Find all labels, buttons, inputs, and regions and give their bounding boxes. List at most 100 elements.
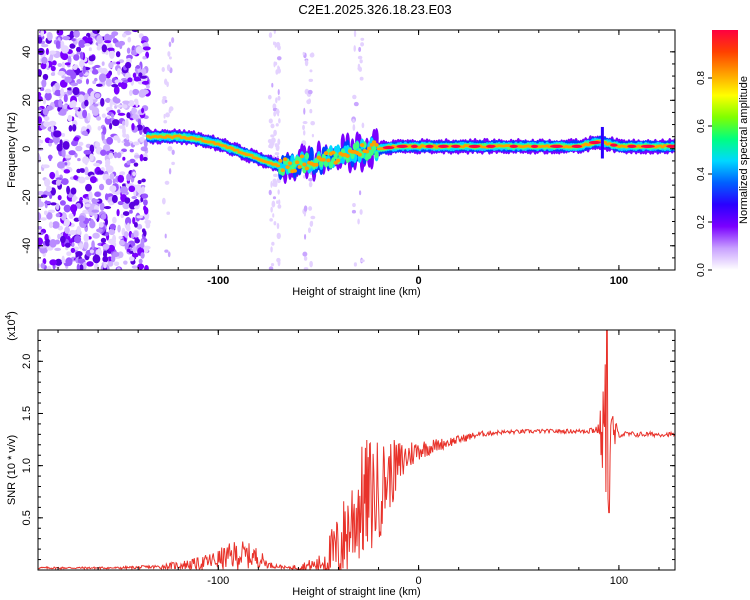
noise-cell <box>97 125 102 131</box>
noise-cell <box>107 244 116 252</box>
noise-cell <box>272 196 277 200</box>
noise-cell <box>43 121 51 128</box>
noise-cell <box>111 83 119 88</box>
noise-cell <box>132 245 137 254</box>
noise-cell <box>86 261 94 267</box>
y-tick-label: 0.5 <box>21 510 33 525</box>
noise-cell <box>102 126 107 135</box>
y-tick-label: 40 <box>21 46 33 58</box>
noise-cell <box>38 237 44 246</box>
noise-cell <box>83 233 89 243</box>
noise-cell <box>167 51 171 57</box>
noise-cell <box>109 172 115 180</box>
noise-cell <box>78 176 86 184</box>
noise-cell <box>122 211 130 217</box>
noise-cell <box>105 158 111 167</box>
noise-cell <box>87 112 91 122</box>
noise-cell <box>73 54 80 61</box>
noise-cell <box>52 221 60 229</box>
noise-cell <box>92 80 97 85</box>
noise-cell <box>118 239 125 246</box>
noise-cell <box>101 44 108 53</box>
noise-cell <box>83 209 88 214</box>
noise-cell <box>126 160 131 166</box>
noise-cell <box>87 96 92 101</box>
noise-cell <box>38 153 41 163</box>
noise-cell <box>122 104 128 109</box>
noise-cell <box>133 76 141 82</box>
noise-cell <box>63 218 70 227</box>
noise-cell <box>92 30 100 34</box>
noise-cell <box>134 238 140 244</box>
noise-cell <box>139 136 145 143</box>
noise-cell <box>50 65 56 72</box>
noise-cell <box>162 197 166 205</box>
noise-cell <box>100 213 107 220</box>
noise-cell <box>120 213 125 219</box>
noise-cell <box>163 120 168 124</box>
noise-cell <box>124 61 132 69</box>
noise-cell <box>161 66 165 73</box>
noise-cell <box>57 194 62 201</box>
noise-cell <box>137 179 142 185</box>
noise-cell <box>87 37 93 42</box>
ridge-cell <box>355 141 360 149</box>
noise-cell <box>141 133 148 138</box>
noise-cell <box>79 60 85 68</box>
noise-cell <box>61 148 66 158</box>
noise-cell <box>54 89 62 97</box>
noise-cell <box>167 146 173 152</box>
noise-cell <box>272 213 275 218</box>
noise-cell <box>132 72 137 79</box>
ridge-cell <box>292 168 298 173</box>
hot-cell <box>666 144 675 148</box>
noise-cell <box>84 99 89 107</box>
noise-cell <box>59 200 66 206</box>
noise-cell <box>49 171 56 179</box>
noise-cell <box>277 65 280 72</box>
noise-cell <box>61 61 65 70</box>
noise-cell <box>166 64 171 72</box>
noise-cell <box>304 88 310 95</box>
ridge-cell <box>249 153 254 157</box>
noise-cell <box>105 78 112 87</box>
noise-cell <box>82 93 90 102</box>
noise-cell <box>96 45 102 51</box>
noise-cell <box>276 200 279 205</box>
noise-cell <box>144 265 149 270</box>
noise-cell <box>38 69 42 77</box>
noise-cell <box>40 30 45 37</box>
y-tick-label: 2.0 <box>21 354 33 369</box>
noise-cell <box>310 121 316 126</box>
noise-cell <box>353 45 356 52</box>
noise-cell <box>119 171 126 176</box>
noise-cell <box>50 72 56 77</box>
noise-cell <box>55 203 60 211</box>
noise-cell <box>142 46 151 51</box>
noise-cell <box>171 161 175 166</box>
noise-cell <box>268 144 272 149</box>
colorbar-tick-label: 0.4 <box>696 167 707 181</box>
noise-cell <box>275 69 279 75</box>
noise-cell <box>77 157 81 162</box>
ridge-cell <box>304 152 310 160</box>
noise-cell <box>78 243 84 250</box>
noise-cell <box>270 123 275 129</box>
chart-title: C2E1.2025.326.18.23.E03 <box>298 2 452 17</box>
noise-cell <box>271 137 276 144</box>
ridge-cell <box>278 158 283 163</box>
noise-cell <box>131 252 139 258</box>
ridge-cell <box>282 157 288 162</box>
y-scale-label: (x104) <box>4 311 18 341</box>
noise-cell <box>128 255 135 262</box>
noise-cell <box>166 211 171 215</box>
hot-cell <box>627 144 637 148</box>
noise-cell <box>38 143 41 147</box>
noise-cell <box>65 257 73 266</box>
noise-cell <box>353 101 359 107</box>
noise-cell <box>80 168 85 173</box>
noise-cell <box>164 99 168 103</box>
noise-cell <box>307 99 312 103</box>
noise-cell <box>123 260 128 265</box>
hot-cell <box>531 144 539 148</box>
